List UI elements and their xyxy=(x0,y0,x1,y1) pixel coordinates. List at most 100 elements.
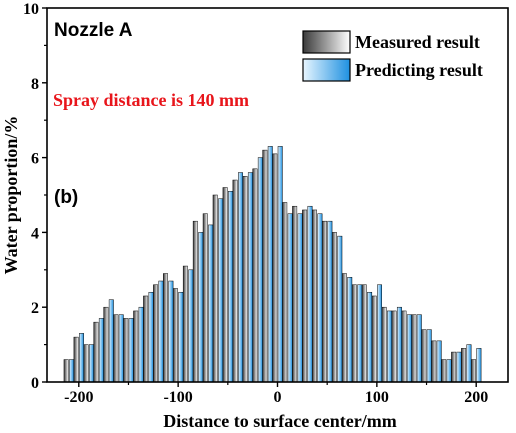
x-axis-title: Distance to surface center/mm xyxy=(163,411,396,431)
bar-predicted xyxy=(88,344,94,383)
bar-predicted xyxy=(178,291,184,383)
bar-measured xyxy=(351,284,357,383)
bar-measured xyxy=(182,265,188,383)
panel-title: Nozzle A xyxy=(54,20,133,41)
bar-predicted xyxy=(287,213,293,383)
bar-measured xyxy=(262,149,268,383)
bar-measured xyxy=(103,306,109,383)
bar-predicted xyxy=(327,220,333,383)
bar-predicted xyxy=(247,172,253,383)
bar-predicted xyxy=(396,306,402,383)
bar-predicted xyxy=(466,344,472,383)
bar-measured xyxy=(123,318,129,383)
axis-ticks: -200 -100 0 100 200 0 2 4 6 8 10 xyxy=(23,1,488,406)
legend-swatch-measured xyxy=(302,30,351,54)
bar-predicted xyxy=(387,310,392,383)
bar-predicted xyxy=(317,213,323,383)
bar-predicted xyxy=(456,351,462,383)
bar-predicted xyxy=(446,359,452,383)
bar-predicted xyxy=(277,146,283,383)
bar-measured xyxy=(441,359,447,383)
y-tick-label: 0 xyxy=(31,375,39,392)
bar-predicted xyxy=(208,224,214,383)
bar-measured xyxy=(381,306,387,383)
bar-measured xyxy=(83,344,89,383)
bar-predicted xyxy=(188,269,194,383)
bar-predicted xyxy=(138,306,144,383)
bar-measured xyxy=(312,209,317,383)
bar-measured xyxy=(242,176,248,383)
spray-distance-annotation: Spray distance is 140 mm xyxy=(53,90,249,110)
legend-label-predicted: Predicting result xyxy=(355,60,483,80)
bar-measured xyxy=(63,359,69,383)
bar-measured xyxy=(212,194,218,383)
bar-measured xyxy=(222,187,228,383)
y-tick-label: 2 xyxy=(31,300,39,317)
bar-measured xyxy=(202,213,208,383)
x-tick-label: 200 xyxy=(464,389,488,406)
bar-measured xyxy=(331,232,337,383)
bar-predicted xyxy=(377,284,383,383)
bar-measured xyxy=(401,310,407,383)
bar-measured xyxy=(192,220,198,383)
bar-predicted xyxy=(108,299,114,383)
bar-predicted xyxy=(148,291,154,383)
bar-predicted xyxy=(79,333,84,383)
bar-measured xyxy=(391,310,397,383)
x-tick-label: 0 xyxy=(274,389,282,406)
bar-predicted xyxy=(238,172,243,383)
bar-predicted xyxy=(267,146,273,383)
bar-predicted xyxy=(436,340,442,383)
bar-measured xyxy=(451,351,457,383)
bars-layer xyxy=(63,146,482,383)
bar-measured xyxy=(421,329,427,383)
bar-measured xyxy=(232,179,238,383)
bar-measured xyxy=(302,209,308,383)
bar-predicted xyxy=(476,348,482,383)
bar-measured xyxy=(461,348,467,383)
bar-predicted xyxy=(198,232,204,383)
bar-predicted xyxy=(347,277,353,383)
bar-measured xyxy=(371,295,377,383)
bar-measured xyxy=(471,359,476,383)
bar-measured xyxy=(113,314,119,383)
bar-measured xyxy=(143,295,149,383)
bar-predicted xyxy=(168,280,174,383)
bar-measured xyxy=(431,340,437,383)
bar-predicted xyxy=(118,314,124,383)
x-tick-label: -200 xyxy=(64,389,93,406)
x-tick-label: -100 xyxy=(163,389,192,406)
legend-label-measured: Measured result xyxy=(355,32,480,52)
bar-predicted xyxy=(98,318,104,383)
bar-predicted xyxy=(218,198,224,383)
panel-label: (b) xyxy=(54,187,78,208)
bar-predicted xyxy=(228,191,233,383)
bar-measured xyxy=(73,336,79,383)
legend-swatch-predicted xyxy=(302,58,351,82)
bar-predicted xyxy=(357,284,363,383)
bar-predicted xyxy=(406,314,412,383)
y-tick-label: 4 xyxy=(31,225,39,242)
bar-predicted xyxy=(416,314,422,383)
bar-predicted xyxy=(69,359,75,383)
bar-measured xyxy=(133,310,139,383)
bar-measured xyxy=(292,205,298,383)
y-tick-label: 6 xyxy=(31,151,39,168)
bar-measured xyxy=(341,273,347,383)
bar-measured xyxy=(252,168,258,383)
y-axis-title: Water proportion/% xyxy=(1,116,21,275)
bar-measured xyxy=(361,284,367,383)
y-tick-label: 8 xyxy=(31,76,39,93)
bar-measured xyxy=(93,321,99,383)
legend: Measured result Predicting result xyxy=(302,30,483,82)
bar-predicted xyxy=(307,205,313,383)
bar-predicted xyxy=(128,318,134,383)
bar-predicted xyxy=(337,235,343,383)
x-tick-label: 100 xyxy=(365,389,389,406)
bar-predicted xyxy=(426,329,432,383)
bar-measured xyxy=(282,202,288,383)
bar-measured xyxy=(163,273,168,383)
bar-measured xyxy=(272,153,278,383)
bar-predicted xyxy=(367,291,373,383)
